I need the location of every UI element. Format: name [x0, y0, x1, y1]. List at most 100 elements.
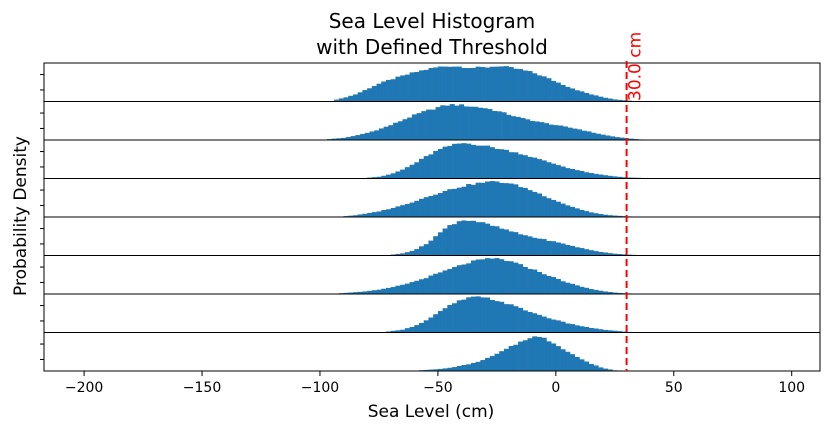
histogram-bar: [489, 225, 495, 256]
x-tick-label: 0: [551, 380, 560, 396]
histogram-bar: [461, 220, 467, 256]
histogram-bar: [473, 106, 479, 140]
histogram-bar: [433, 150, 439, 179]
histogram-bar: [345, 137, 351, 140]
histogram-bar: [503, 183, 509, 217]
histogram-bar: [579, 209, 585, 217]
histogram-bar: [376, 83, 382, 102]
histogram-bar: [588, 173, 594, 179]
histogram-bar: [386, 174, 392, 179]
histogram-bar: [565, 168, 571, 179]
histogram-bar: [367, 290, 373, 294]
histogram-bar: [522, 310, 528, 333]
histogram-bar: [518, 234, 524, 256]
histogram-bar: [513, 68, 519, 102]
histogram-bar: [428, 275, 434, 294]
histogram-bar: [527, 236, 533, 256]
histogram-bar: [489, 356, 495, 371]
histogram-bar: [593, 328, 599, 333]
histogram-bar: [447, 367, 453, 371]
histogram-bar: [397, 121, 403, 140]
histogram-bar: [546, 78, 552, 102]
histogram-bar: [357, 92, 363, 102]
histogram-bar: [617, 176, 623, 179]
histogram-bar: [442, 146, 448, 179]
histogram-bar: [461, 365, 467, 371]
histogram-bar: [588, 212, 594, 217]
histogram-bar: [621, 100, 627, 102]
histogram-bar: [591, 132, 597, 140]
histogram-bar: [400, 329, 406, 333]
histogram-bar: [470, 67, 476, 102]
histogram-bar: [357, 214, 363, 217]
histogram-bar: [494, 258, 500, 294]
histogram-bar: [593, 213, 599, 217]
histogram-bar: [499, 182, 505, 217]
histogram-bar: [376, 289, 382, 294]
histogram-bar: [386, 287, 392, 294]
histogram-bar: [574, 90, 580, 102]
histogram-bar: [588, 363, 594, 371]
histogram-bar: [551, 80, 557, 102]
histogram-bar: [607, 369, 613, 371]
histogram-bar: [581, 130, 587, 140]
histogram-bar: [480, 259, 486, 294]
histogram-bar: [433, 369, 439, 371]
histogram-bar: [508, 261, 514, 294]
histogram-bar: [541, 239, 547, 256]
histogram-bar: [569, 245, 575, 256]
histogram-bar: [518, 264, 524, 294]
histogram-bar: [598, 96, 604, 102]
histogram-bar: [562, 126, 568, 140]
histogram-bar: [612, 292, 618, 294]
histogram-bar: [508, 152, 514, 179]
histogram-panel-7: [40, 293, 821, 333]
histogram-bar: [440, 105, 446, 140]
histogram-bar: [334, 99, 340, 102]
histogram-panels: [40, 62, 821, 372]
y-axis-label: Probability Density: [11, 136, 31, 296]
histogram-bar: [503, 261, 509, 294]
histogram-bar: [607, 215, 613, 217]
histogram-bar: [546, 275, 552, 294]
histogram-panel-8: [40, 332, 821, 372]
histogram-bar: [447, 268, 453, 294]
histogram-bar: [371, 86, 377, 102]
histogram-bar: [499, 149, 505, 179]
histogram-bar: [579, 170, 585, 179]
histogram-bar: [593, 289, 599, 294]
histogram-bar: [466, 263, 472, 294]
histogram-bar: [565, 205, 571, 217]
histogram-bar: [419, 70, 425, 102]
histogram-bar: [621, 177, 627, 179]
histogram-bar: [480, 360, 486, 371]
histogram-bar: [603, 97, 609, 102]
histogram-bar: [452, 367, 458, 371]
histogram-bar: [331, 138, 337, 140]
histogram-bar: [416, 113, 422, 140]
histogram-bar: [470, 296, 476, 333]
histogram-bar: [423, 197, 429, 217]
histogram-bar: [485, 258, 491, 294]
histogram-bar: [513, 152, 519, 179]
histogram-bar: [352, 94, 358, 102]
histogram-bar: [423, 369, 429, 371]
histogram-bar: [423, 244, 429, 256]
histogram-bar: [475, 296, 481, 333]
histogram-bar: [466, 297, 472, 333]
histogram-bar: [603, 368, 609, 371]
histogram-bar: [357, 291, 363, 294]
histogram-bar: [350, 136, 356, 140]
histogram-bar: [367, 212, 373, 217]
histogram-bar: [536, 336, 542, 371]
histogram-bar: [617, 292, 623, 294]
histogram-bar: [525, 119, 531, 140]
histogram-bar: [343, 292, 349, 294]
histogram-bar: [456, 143, 462, 179]
histogram-bar: [395, 76, 401, 102]
histogram-bar: [371, 212, 377, 217]
histogram-panel-5: [40, 216, 821, 256]
histogram-bar: [574, 285, 580, 294]
histogram-bar: [499, 301, 505, 333]
histogram-bar: [466, 364, 472, 371]
